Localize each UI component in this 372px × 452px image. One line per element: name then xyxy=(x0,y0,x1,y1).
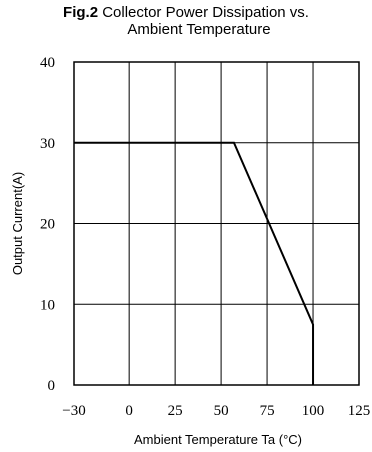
chart-title-prefix: Fig.2 xyxy=(63,4,99,21)
series-line xyxy=(74,141,315,385)
chart-title-line1: Collector Power Dissipation vs. xyxy=(102,4,309,21)
y-tick-label: 40 xyxy=(40,55,55,71)
y-tick-label: 0 xyxy=(48,378,56,394)
x-tick-label: 50 xyxy=(214,403,229,419)
x-tick-label: 75 xyxy=(260,403,275,419)
x-tick-label: 125 xyxy=(348,403,371,419)
y-tick-label: 10 xyxy=(40,297,55,313)
y-tick-labels: 0 10 20 30 40 xyxy=(40,55,55,394)
series-layer xyxy=(74,141,315,385)
y-tick-label: 30 xyxy=(40,136,55,152)
x-tick-label: 0 xyxy=(125,403,133,419)
chart-title-line2: Ambient Temperature xyxy=(127,21,271,38)
y-axis-title: Output Current(A) xyxy=(10,172,25,275)
y-tick-label: 20 xyxy=(40,217,55,233)
x-tick-labels: −30 0 25 50 75 100 125 xyxy=(62,403,370,419)
grid-lines xyxy=(74,62,359,385)
x-tick-label: 25 xyxy=(168,403,183,419)
x-tick-label: 100 xyxy=(302,403,325,419)
x-axis-title: Ambient Temperature Ta (°C) xyxy=(134,432,302,447)
chart-title: Fig.2 Collector Power Dissipation vs. Am… xyxy=(0,4,372,38)
x-tick-label: −30 xyxy=(62,403,85,419)
plot-frame xyxy=(73,61,360,386)
